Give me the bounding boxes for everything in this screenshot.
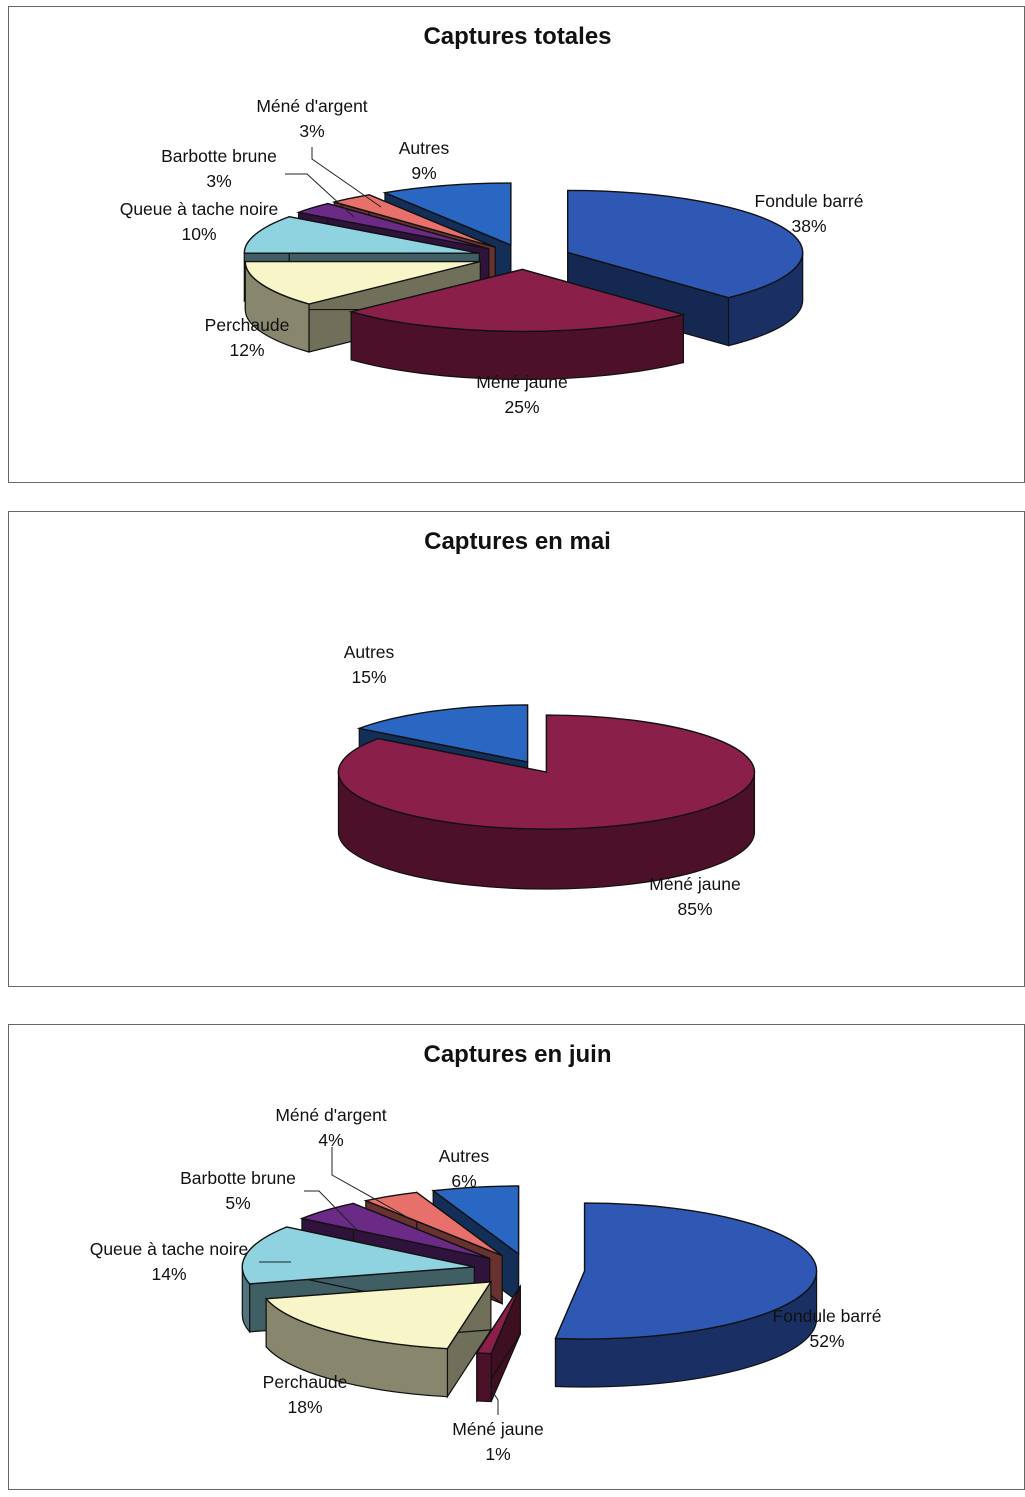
slice-percent-perchaude: 12% <box>229 340 264 360</box>
slice-percent-mene-jaune: 1% <box>485 1444 510 1464</box>
slice-label-queue-a-tache-noire: Queue à tache noire <box>90 1239 249 1259</box>
pie-slice-mene-jaune <box>475 1284 521 1403</box>
slice-percent-mene-jaune: 25% <box>504 397 539 417</box>
pie-chart-june: Fondule barré 52% Méné jaune 1% Perchaude 18%… <box>90 1105 882 1464</box>
pie-slice-perchaude <box>264 1279 493 1399</box>
pie-slice-fondule-barre <box>554 1202 818 1388</box>
slice-label-mene-jaune: Méné jaune <box>476 372 567 392</box>
slice-label-mene-jaune: Méné jaune <box>452 1419 543 1439</box>
slice-label-mene-d-argent: Méné d'argent <box>275 1105 386 1125</box>
slice-percent-mene-d-argent: 3% <box>299 121 324 141</box>
slice-label-barbotte-brune: Barbotte brune <box>180 1168 296 1188</box>
slice-label-mene-d-argent: Méné d'argent <box>256 96 367 116</box>
slice-label-autres: Autres <box>399 138 450 158</box>
leader-lines <box>285 147 382 218</box>
slice-percent-queue-a-tache-noire: 10% <box>181 224 216 244</box>
slice-percent-queue-a-tache-noire: 14% <box>151 1264 186 1284</box>
slice-label-mene-jaune: Méné jaune <box>649 874 740 894</box>
pie-slice-mene-jaune <box>337 714 756 890</box>
leader-line-barbotte-brune <box>304 1190 358 1231</box>
chart-panel-may: Captures en mai Méné jaune 85% Autres 15% <box>8 511 1025 987</box>
leader-line-mene-d-argent <box>331 1147 408 1218</box>
slice-label-perchaude: Perchaude <box>263 1372 348 1392</box>
slice-percent-mene-d-argent: 4% <box>318 1130 343 1150</box>
pie-chart-total: Fondule barré 38% Méné jaune 25% Perchaude 12… <box>120 96 864 417</box>
slice-percent-autres: 15% <box>351 667 386 687</box>
chart-panel-june: Captures en juin Fondule barré 52% Méné ja… <box>8 1024 1025 1490</box>
slice-label-queue-a-tache-noire: Queue à tache noire <box>120 199 279 219</box>
chart-title: Captures en mai <box>424 528 611 555</box>
slice-percent-mene-jaune: 85% <box>677 899 712 919</box>
slice-percent-autres: 9% <box>411 163 436 183</box>
pie-slice-fondule-barre <box>567 189 804 347</box>
leader-lines <box>259 1147 499 1415</box>
slice-percent-barbotte-brune: 3% <box>206 171 231 191</box>
leader-line-mene-jaune <box>486 1382 499 1415</box>
slice-percent-fondule-barre: 52% <box>809 1331 844 1351</box>
pie-chart-may: Méné jaune 85% Autres 15% <box>337 642 756 919</box>
chart-title: Captures totales <box>423 23 612 50</box>
slice-percent-fondule-barre: 38% <box>791 216 826 236</box>
chart-panel-total: Captures totales Fondule barré 38% Méné ja… <box>8 6 1025 483</box>
slice-label-autres: Autres <box>344 642 395 662</box>
slice-label-fondule-barre: Fondule barré <box>773 1306 882 1326</box>
slice-percent-perchaude: 18% <box>287 1397 322 1417</box>
slice-label-barbotte-brune: Barbotte brune <box>161 146 277 166</box>
slice-label-autres: Autres <box>439 1146 490 1166</box>
pie-slice-mene-jaune <box>348 268 687 380</box>
chart-title: Captures en juin <box>423 1041 612 1068</box>
leader-line-barbotte-brune <box>285 173 355 218</box>
slice-percent-barbotte-brune: 5% <box>225 1193 250 1213</box>
leader-line-mene-d-argent <box>311 147 382 208</box>
slice-label-fondule-barre: Fondule barré <box>755 191 864 211</box>
slice-label-perchaude: Perchaude <box>205 315 290 335</box>
slice-percent-autres: 6% <box>451 1171 476 1191</box>
